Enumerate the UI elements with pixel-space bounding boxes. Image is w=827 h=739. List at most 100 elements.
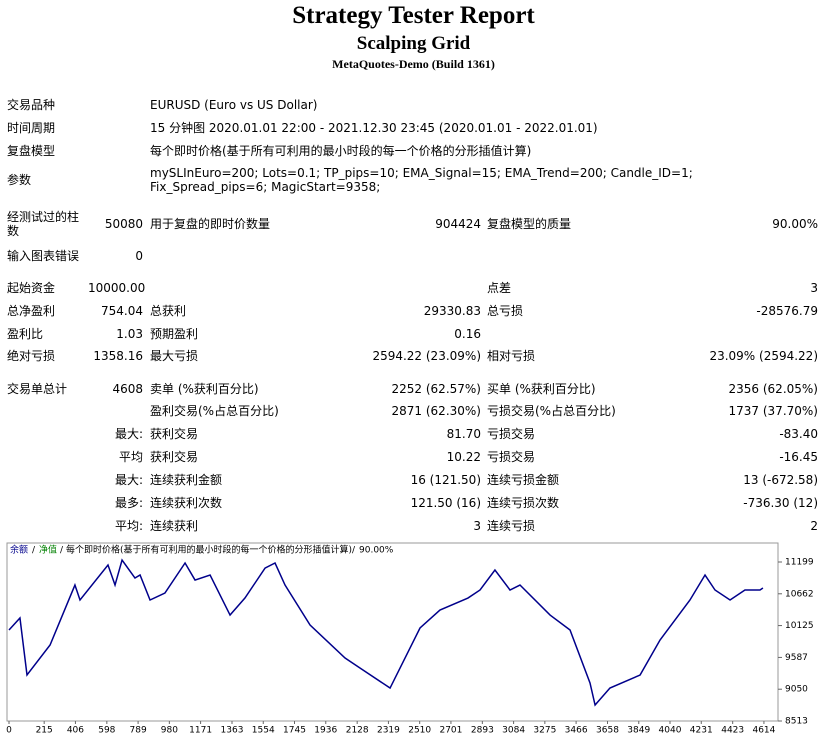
stat-label: 连续获利次数 (150, 496, 223, 510)
stat-label: 连续获利 (150, 519, 199, 533)
stat-label: 起始资金 (7, 281, 56, 295)
stat-label: 亏损交易(%占总百分比) (487, 404, 616, 418)
x-tick-label: 4423 (721, 726, 744, 736)
setting-value: 15 分钟图 2020.01.01 22:00 - 2021.12.30 23:… (150, 121, 598, 135)
stat-label: 总获利 (150, 304, 187, 318)
y-tick-label: 9587 (785, 653, 808, 663)
stat-label: 盈利比 (7, 327, 44, 341)
legend-sep: / (60, 546, 64, 556)
stat-label: 连续获利金额 (150, 473, 223, 487)
stat-value: 10000.00 (88, 281, 146, 295)
stat-value: -83.40 (779, 427, 818, 441)
stat-value: 3 (810, 281, 818, 295)
y-tick-label: 8513 (785, 717, 808, 727)
stat-value: 2 (810, 519, 818, 533)
x-tick-label: 1745 (283, 726, 306, 736)
x-tick-label: 3084 (502, 726, 525, 736)
x-tick-label: 215 (36, 726, 53, 736)
legend-sep: / (32, 546, 36, 556)
stat-value: 16 (121.50) (410, 473, 481, 487)
x-tick-label: 0 (6, 726, 12, 736)
x-tick-label: 789 (130, 726, 147, 736)
stat-label: 买单 (%获利百分比) (487, 382, 596, 396)
setting-value: EURUSD (Euro vs US Dollar) (150, 98, 318, 112)
stat-value: 13 (-672.58) (743, 473, 818, 487)
stat-label: 盈利交易(%占总百分比) (150, 404, 279, 418)
stat-label: 交易单总计 (7, 382, 68, 396)
report-subtitle: Scalping Grid (356, 33, 471, 54)
stat-value: 平均: (114, 519, 143, 533)
x-tick-label: 1936 (314, 726, 337, 736)
legend-balance: 余额 (10, 544, 28, 556)
legend-sep: / (352, 546, 356, 556)
x-tick-label: 1171 (189, 726, 212, 736)
setting-value: 每个即时价格(基于所有可利用的最小时段的每一个价格的分形插值计算) (150, 144, 532, 158)
x-tick-label: 2893 (471, 726, 494, 736)
plot-area (6, 542, 779, 722)
stat-label: 用于复盘的即时价数量 (150, 217, 271, 231)
stat-value: 754.04 (101, 304, 143, 318)
x-tick-label: 1363 (221, 726, 244, 736)
stat-value: 最大: (114, 473, 143, 487)
stat-label: 卖单 (%获利百分比) (150, 382, 259, 396)
x-tick-label: 4614 (752, 726, 775, 736)
stat-label: 连续亏损次数 (487, 496, 560, 510)
stat-label: 相对亏损 (487, 349, 536, 363)
x-tick-label: 2128 (346, 726, 369, 736)
setting-label: 时间周期 (7, 121, 56, 135)
stat-value: 904424 (435, 217, 481, 231)
y-tick-label: 10125 (785, 621, 814, 631)
stat-value: 10.22 (446, 450, 481, 464)
stat-value: 平均 (118, 450, 143, 464)
stat-label: 复盘模型的质量 (487, 217, 572, 231)
setting-label: 复盘模型 (7, 144, 56, 158)
stat-value: 最多: (114, 496, 143, 510)
stat-label: 获利交易 (150, 427, 199, 441)
setting-value: mySLInEuro=200; Lots=0.1; TP_pips=10; EM… (150, 166, 693, 194)
stat-value: 4608 (112, 382, 143, 396)
stat-label: 输入图表错误 (7, 249, 80, 263)
x-tick-label: 2701 (439, 726, 462, 736)
stat-label: 点差 (487, 281, 512, 295)
stat-label: 连续亏损金额 (487, 473, 560, 487)
x-tick-label: 3658 (596, 726, 619, 736)
stat-value: 1.03 (116, 327, 143, 341)
x-tick-label: 4040 (659, 726, 682, 736)
stat-value: 0 (135, 249, 143, 263)
setting-label: 参数 (7, 173, 32, 187)
x-tick-label: 980 (161, 726, 178, 736)
stat-label: 总净盈利 (7, 304, 56, 318)
x-tick-label: 3849 (627, 726, 650, 736)
x-tick-label: 3466 (565, 726, 588, 736)
stat-label: 经测试过的柱数 (7, 210, 80, 238)
report-build: MetaQuotes-Demo (Build 1361) (332, 57, 495, 71)
stat-value: -16.45 (779, 450, 818, 464)
stat-value: 1737 (37.70%) (728, 404, 818, 418)
stat-value: 2594.22 (23.09%) (372, 349, 481, 363)
stat-label: 预期盈利 (150, 327, 199, 341)
balance-line (8, 558, 764, 707)
y-tick-label: 9050 (785, 685, 808, 695)
stat-label: 最大亏损 (150, 349, 199, 363)
stat-value: 81.70 (446, 427, 481, 441)
stat-value: 2871 (62.30%) (391, 404, 481, 418)
stat-value: -28576.79 (756, 304, 818, 318)
legend-equity: 净值 (39, 544, 57, 556)
stat-label: 亏损交易 (487, 450, 536, 464)
stat-value: 50080 (104, 217, 143, 231)
stat-value: 29330.83 (423, 304, 481, 318)
stat-value: 0.16 (454, 327, 481, 341)
stat-value: 2356 (62.05%) (728, 382, 818, 396)
stat-value: -736.30 (12) (743, 496, 818, 510)
stat-value: 121.50 (16) (410, 496, 481, 510)
stat-value: 1358.16 (93, 349, 143, 363)
x-tick-label: 3275 (533, 726, 556, 736)
x-tick-label: 598 (98, 726, 115, 736)
stat-label: 获利交易 (150, 450, 199, 464)
x-tick-label: 406 (67, 726, 84, 736)
stat-value: 23.09% (2594.22) (709, 349, 818, 363)
stat-label: 连续亏损 (487, 519, 536, 533)
x-tick-label: 4231 (690, 726, 713, 736)
legend-quality: 90.00% (359, 546, 394, 556)
